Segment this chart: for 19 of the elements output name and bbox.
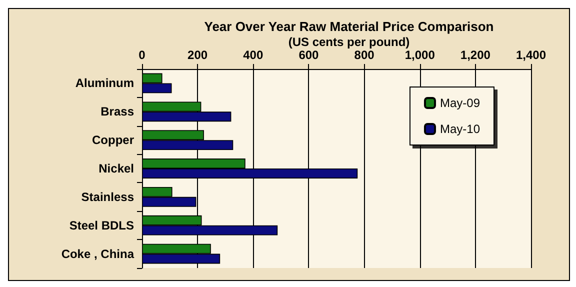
- x-tick-label: 1,000: [404, 48, 436, 62]
- x-tick-label: 0: [138, 48, 146, 62]
- x-tick-label: 800: [354, 48, 375, 62]
- legend-label: May-10: [440, 122, 480, 136]
- x-tick-label: 1,400: [516, 48, 546, 62]
- y-tick-label: Nickel: [98, 162, 134, 176]
- x-tick-label: 200: [188, 48, 208, 62]
- x-tick-label: 1,200: [460, 48, 491, 62]
- chart-subtitle: (US cents per pound): [288, 35, 410, 49]
- y-tick-label: Coke , China: [61, 246, 134, 261]
- legend-label: May-09: [440, 96, 480, 110]
- y-tick-label: Aluminum: [75, 76, 134, 90]
- x-tick-label: 400: [243, 48, 264, 62]
- y-tick-label: Copper: [92, 133, 134, 148]
- chart-title: Year Over Year Raw Material Price Comparison: [204, 19, 494, 34]
- y-tick-label: Brass: [100, 104, 134, 119]
- y-tick-label: Steel BDLS: [69, 218, 134, 232]
- x-tick-label: 600: [298, 48, 320, 62]
- y-tick-label: Stainless: [81, 190, 134, 204]
